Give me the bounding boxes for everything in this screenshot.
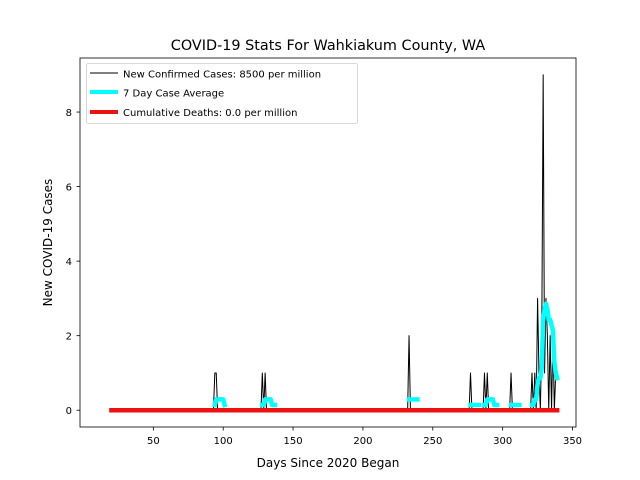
series-line-1-0 — [212, 397, 228, 408]
x-tick-label: 300 — [493, 436, 512, 447]
series-line-1-1 — [260, 397, 278, 408]
y-tick-label: 6 — [66, 183, 72, 194]
legend-box — [86, 63, 358, 124]
y-tick-label: 8 — [66, 108, 72, 119]
legend-label-cases: New Confirmed Cases: 8500 per million — [123, 70, 321, 81]
y-axis: 0 2 4 6 8 — [66, 108, 80, 417]
legend: New Confirmed Cases: 8500 per million 7 … — [86, 63, 358, 124]
y-axis-label: New COVID-19 Cases — [41, 179, 55, 307]
y-tick-label: 0 — [66, 406, 72, 417]
x-tick-label: 350 — [563, 436, 582, 447]
legend-label-deaths: Cumulative Deaths: 0.0 per million — [123, 108, 297, 119]
plot-frame — [79, 57, 577, 428]
x-tick-label: 50 — [147, 436, 160, 447]
legend-label-average: 7 Day Case Average — [123, 89, 224, 100]
x-axis: 50 100 150 200 250 300 350 — [147, 427, 582, 447]
series-line-1-4 — [482, 397, 500, 408]
x-tick-label: 200 — [353, 436, 372, 447]
chart-title: COVID-19 Stats For Wahkiakum County, WA — [171, 38, 486, 54]
y-tick-label: 4 — [66, 257, 72, 268]
series-layer — [109, 74, 560, 413]
series-line-1-6 — [529, 301, 560, 408]
x-tick-label: 100 — [214, 436, 233, 447]
x-tick-label: 250 — [423, 436, 442, 447]
x-tick-label: 150 — [284, 436, 303, 447]
y-tick-label: 2 — [66, 332, 72, 343]
x-axis-label: Days Since 2020 Began — [257, 456, 400, 470]
